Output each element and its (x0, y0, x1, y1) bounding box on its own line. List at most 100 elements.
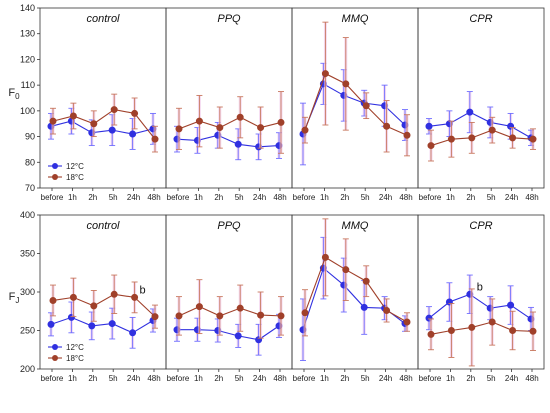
x-tick-label: before (419, 193, 442, 202)
panel-title: CPR (469, 13, 492, 25)
x-tick-label: 5h (487, 374, 496, 383)
x-tick-label: 1h (446, 374, 455, 383)
data-point (488, 126, 496, 134)
legend-swatch-marker (52, 163, 58, 169)
data-point (427, 330, 435, 338)
data-point (108, 320, 116, 328)
series-line (50, 120, 154, 135)
y-tick-label: 250 (20, 326, 35, 336)
y-tick-label: 140 (20, 3, 35, 13)
panel-fj-cpr: CPR before 1h 2h 5h 24h 48h b (417, 214, 545, 383)
data-point (362, 277, 370, 285)
series-18C (427, 116, 537, 162)
data-point (360, 303, 368, 311)
legend-label: 18°C (66, 173, 84, 182)
axis-labels: F0 FJ (8, 87, 20, 305)
legend-label: 12°C (66, 343, 84, 352)
x-tick-label: 1h (320, 193, 329, 202)
series-line (430, 129, 534, 147)
x-tick-label: 5h (109, 193, 118, 202)
data-point (49, 117, 57, 125)
panel-title: control (86, 220, 120, 232)
y-tick-label: 120 (20, 54, 35, 64)
x-tick-label: 24h (505, 193, 518, 202)
series-line (428, 111, 532, 139)
data-point (383, 122, 391, 130)
data-point (234, 140, 242, 148)
panel-frame (39, 7, 167, 189)
x-tick-label: 24h (127, 193, 140, 202)
panel-title: MMQ (342, 13, 369, 25)
data-point (195, 117, 203, 125)
legend-label: 18°C (66, 354, 84, 363)
series-18C (427, 288, 537, 367)
data-point (468, 323, 476, 331)
series-line (176, 134, 280, 148)
data-point (447, 327, 455, 334)
panel-title: control (86, 13, 120, 25)
data-point (403, 131, 411, 139)
panel-fj-mmq: MMQ before 1h 2h 5h 24h 48h (291, 214, 419, 383)
x-tick-label: 48h (147, 374, 160, 383)
data-point (234, 332, 242, 340)
data-point (110, 106, 118, 114)
x-tick-label: 24h (253, 193, 266, 202)
x-tick-label: 24h (127, 374, 140, 383)
x-tick-label: 48h (525, 193, 538, 202)
data-point (108, 126, 116, 134)
x-tick-label: 5h (487, 193, 496, 202)
x-tick-label: 2h (466, 374, 475, 383)
data-point (301, 309, 309, 317)
x-tick-label: 5h (109, 374, 118, 383)
data-point (468, 134, 476, 142)
y-tick-label: 110 (21, 80, 35, 90)
x-tick-label: 48h (399, 193, 412, 202)
y-axis-label-fj: FJ (9, 291, 20, 305)
legend-swatch-marker (52, 355, 58, 361)
panel-frame (417, 7, 545, 189)
series-12C (47, 301, 157, 349)
x-tick-label: 5h (235, 193, 244, 202)
data-point (362, 102, 370, 110)
y-tick-label: 200 (20, 364, 35, 374)
panel-frame (165, 214, 293, 370)
data-point (257, 124, 265, 132)
annotation-label: b (140, 284, 146, 296)
series-line (52, 108, 156, 140)
data-point (49, 296, 57, 304)
panel-fj-ppq: PPQ before 1h 2h 5h 24h 48h (165, 214, 293, 383)
data-point (131, 293, 139, 301)
x-tick-label: 48h (273, 193, 286, 202)
panel-frame (291, 214, 419, 370)
x-tick-label: 48h (273, 374, 286, 383)
data-point (277, 312, 285, 320)
x-tick-label: before (41, 193, 64, 202)
x-tick-label: 48h (399, 374, 412, 383)
data-point (509, 327, 517, 334)
data-point (88, 322, 96, 330)
panel-frame (417, 214, 545, 370)
panels: control 70 80 90 100 110 120 130 140 before 1h 2h 5h… (20, 3, 545, 383)
series-line (178, 306, 282, 317)
series-18C (49, 93, 159, 153)
panel-f0-cpr: CPR before 1h 2h 5h 24h 48h (417, 7, 545, 202)
x-tick-label: 2h (466, 193, 475, 202)
panel-frame (39, 214, 167, 370)
legend: 12°C 18°C (48, 343, 84, 363)
series-line (304, 256, 408, 323)
data-point (321, 253, 329, 261)
data-point (195, 303, 203, 311)
data-point (488, 318, 496, 326)
y-tick-label: 130 (20, 29, 35, 39)
data-point (129, 130, 137, 138)
data-point (110, 290, 118, 298)
data-point (425, 122, 433, 130)
x-tick-label: 24h (379, 374, 392, 383)
x-tick-label: 24h (505, 374, 518, 383)
data-point (529, 135, 537, 143)
x-tick-label: 1h (194, 193, 203, 202)
y-tick-label: 90 (25, 132, 35, 142)
legend: 12°C 18°C (48, 162, 84, 182)
series-18C (49, 274, 159, 329)
annotation-label: b (477, 281, 483, 293)
